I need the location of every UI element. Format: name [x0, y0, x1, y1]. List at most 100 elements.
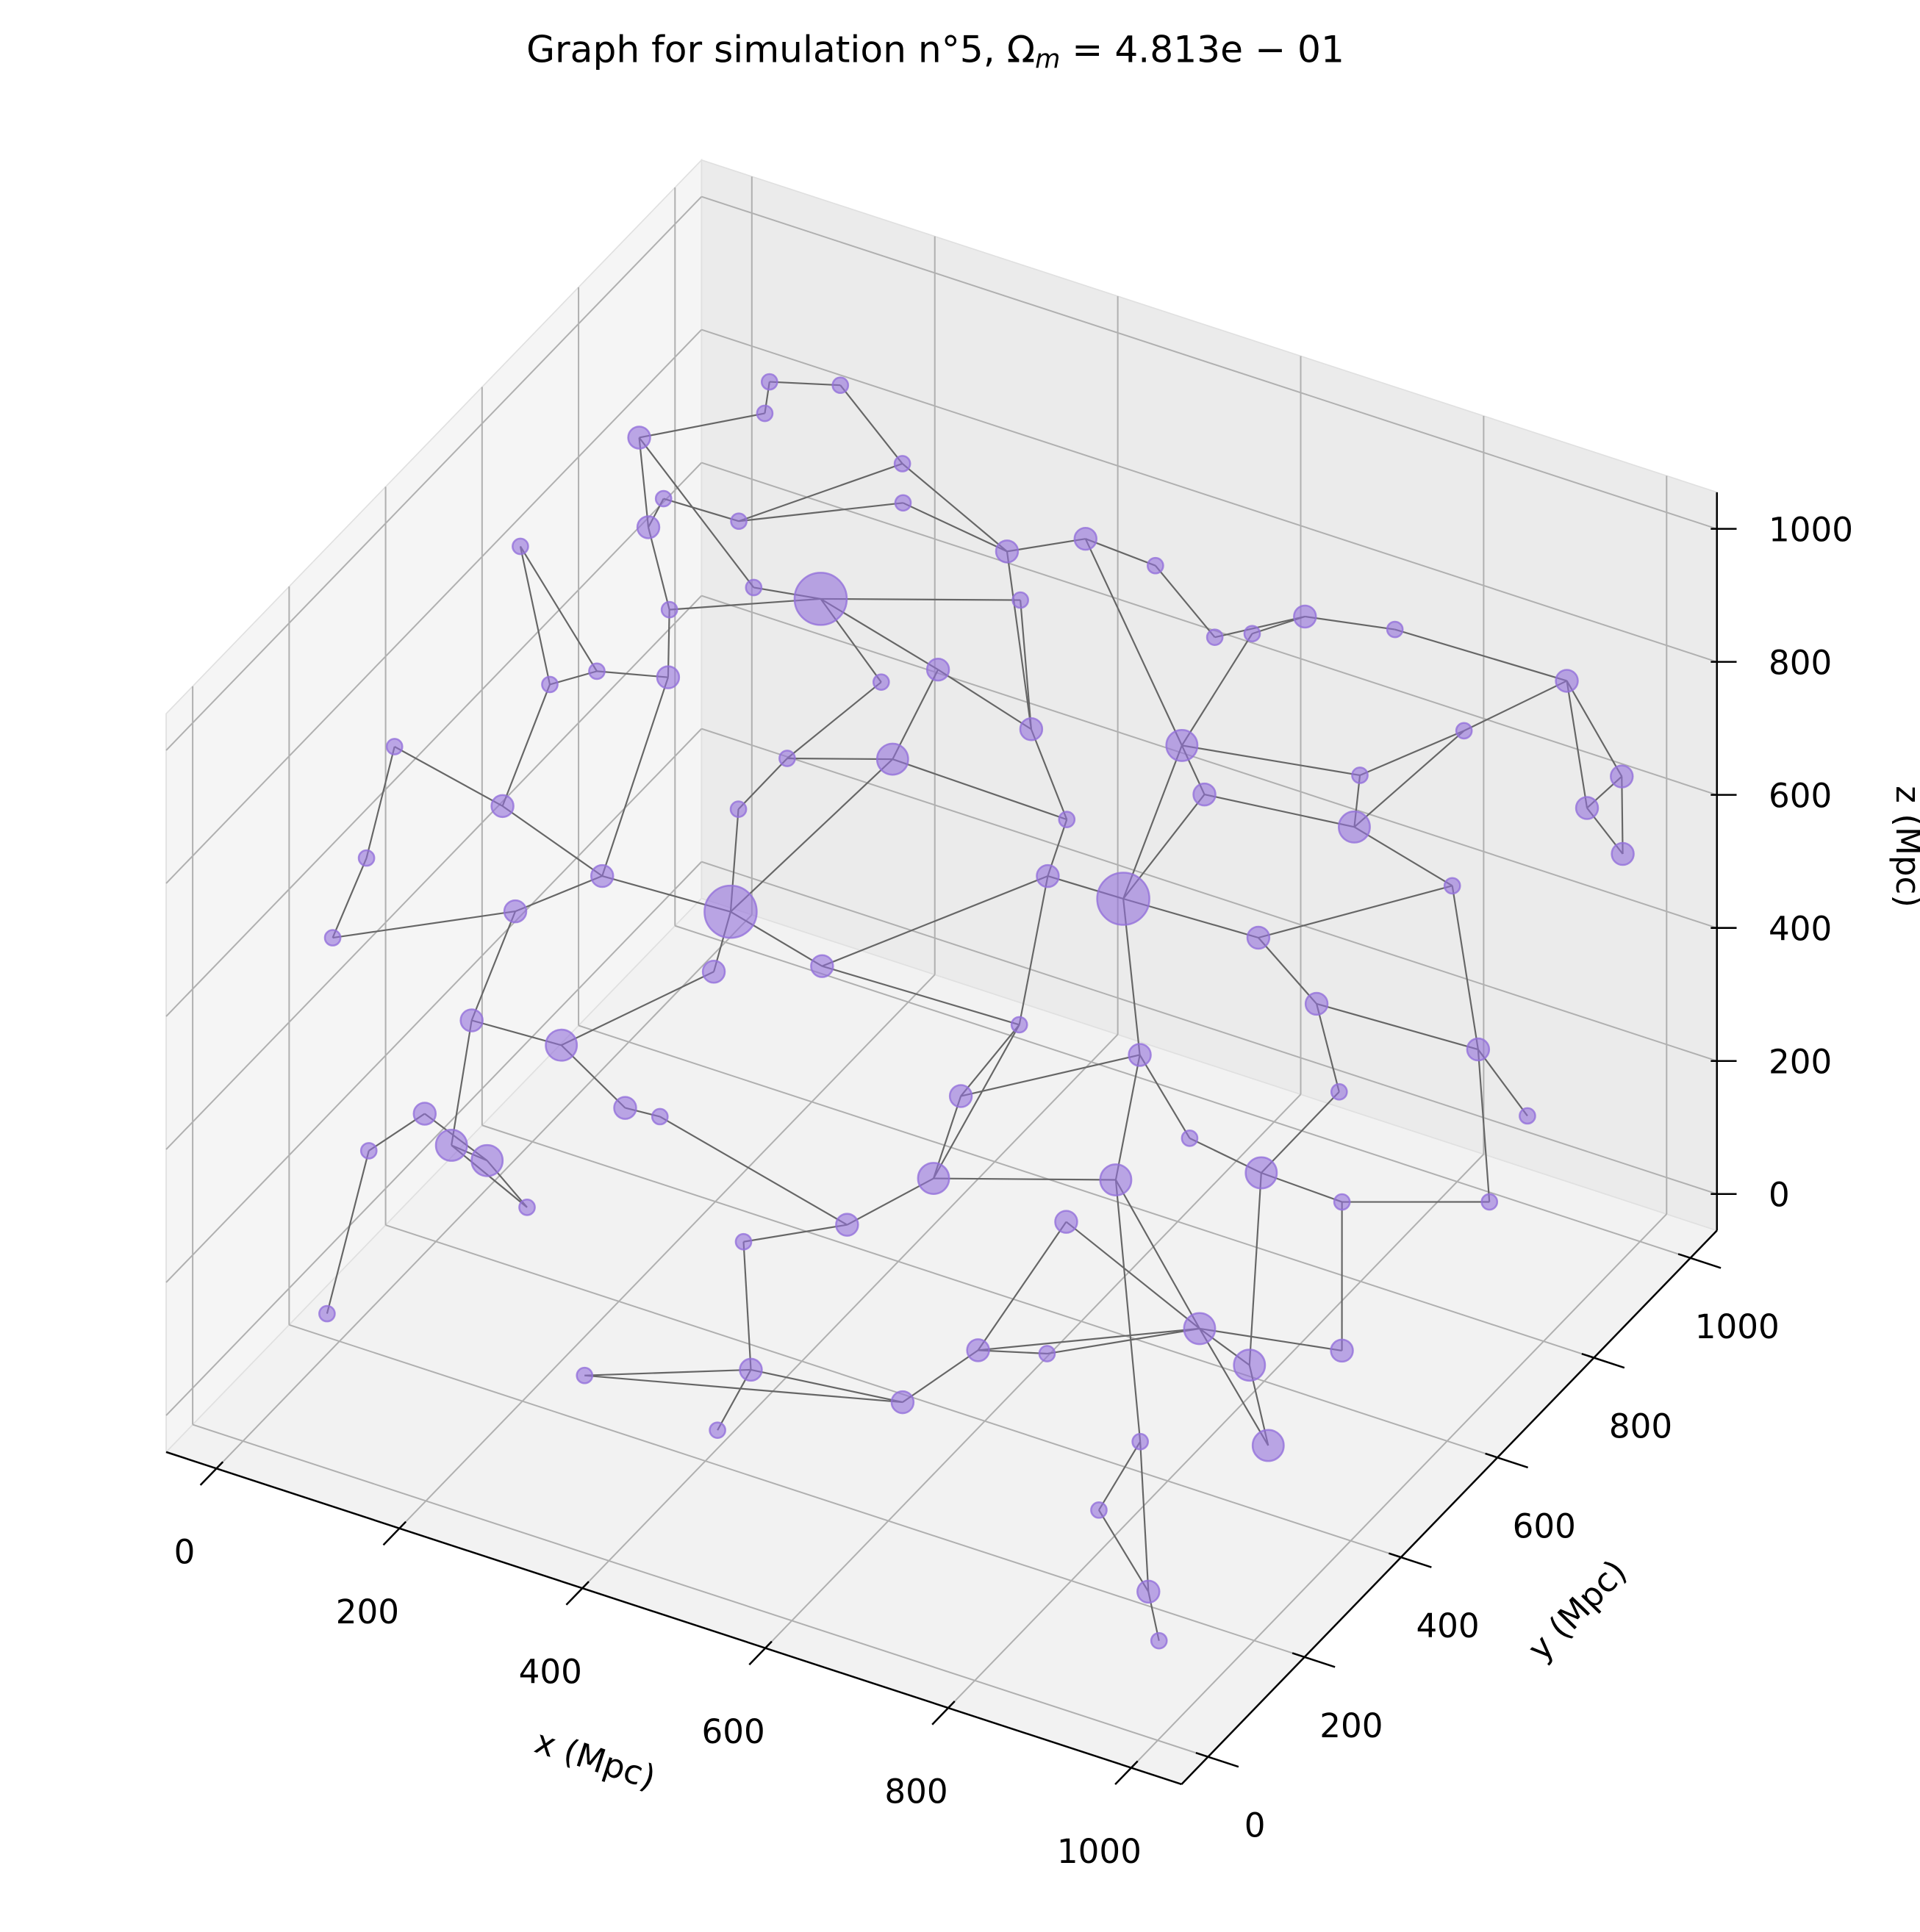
- node: [1243, 625, 1261, 643]
- node: [576, 1366, 594, 1385]
- edge: [1084, 538, 1183, 746]
- edge: [1258, 885, 1453, 939]
- node: [545, 1028, 578, 1062]
- node: [1330, 1082, 1348, 1101]
- title-value: = 4.813e − 01: [1060, 27, 1344, 71]
- edge: [519, 546, 551, 685]
- edge: [1098, 1509, 1150, 1592]
- node: [948, 1084, 973, 1108]
- edge: [1018, 875, 1049, 1025]
- node: [835, 1213, 859, 1237]
- x-tick-mark: [1114, 1760, 1139, 1786]
- edge: [902, 1349, 979, 1403]
- node: [588, 662, 606, 680]
- node: [1136, 1579, 1161, 1604]
- edge: [584, 1374, 903, 1404]
- node: [357, 849, 376, 867]
- x-axis-label: x (Mpc): [530, 1722, 660, 1798]
- node: [1480, 1193, 1499, 1211]
- edge: [960, 1054, 1140, 1097]
- node: [1293, 604, 1317, 629]
- edge: [1305, 615, 1395, 631]
- node: [745, 578, 763, 597]
- node: [1099, 1163, 1133, 1196]
- y-tick-label: 600: [1513, 1507, 1576, 1545]
- edge: [1316, 1002, 1479, 1051]
- nodes: [318, 373, 1635, 1650]
- edge: [639, 412, 765, 439]
- node: [1147, 556, 1164, 575]
- edge: [1199, 1327, 1342, 1351]
- edge: [1155, 565, 1216, 638]
- node: [412, 1102, 437, 1126]
- node: [1206, 628, 1224, 647]
- title-subscript: m: [1035, 44, 1060, 74]
- edge: [1065, 1221, 1200, 1329]
- y-tick-mark: [1195, 1751, 1239, 1768]
- node: [660, 600, 678, 619]
- z-tick-label: 200: [1769, 1043, 1832, 1082]
- node: [793, 572, 848, 626]
- edge: [737, 758, 788, 810]
- edge: [1122, 744, 1183, 899]
- grid-line: [481, 1124, 1498, 1459]
- grid-line: [398, 974, 936, 1529]
- edge: [501, 805, 603, 877]
- grid-line: [581, 1034, 1119, 1589]
- y-tick-mark: [1292, 1652, 1336, 1668]
- node: [1165, 728, 1199, 762]
- x-tick-label: 1000: [1057, 1832, 1142, 1871]
- node: [1338, 810, 1371, 844]
- y-tick-mark: [1485, 1452, 1529, 1469]
- x-tick-label: 200: [336, 1592, 399, 1631]
- edge: [787, 681, 882, 759]
- edge: [1394, 628, 1567, 682]
- grid-line: [1131, 1213, 1668, 1769]
- node: [613, 1096, 637, 1120]
- node: [470, 1143, 504, 1177]
- node: [730, 512, 748, 531]
- edge: [1261, 1091, 1340, 1174]
- edge: [821, 875, 1048, 967]
- grid-line: [948, 1153, 1485, 1709]
- node: [1333, 1193, 1351, 1211]
- node: [1455, 722, 1473, 740]
- edge: [1098, 1441, 1142, 1511]
- grid-line: [192, 1423, 1208, 1758]
- grid-line: [215, 914, 753, 1469]
- edge: [1353, 730, 1465, 828]
- edge: [1204, 794, 1355, 828]
- edge: [1258, 937, 1317, 1005]
- chart-title: Graph for simulation n°5, Ωm = 4.813e − …: [526, 27, 1344, 74]
- edge: [1006, 538, 1086, 553]
- y-tick-label: 800: [1609, 1407, 1672, 1446]
- edge: [1030, 728, 1068, 820]
- edge: [787, 757, 893, 761]
- edge: [601, 677, 669, 877]
- x-tick-label: 0: [174, 1532, 196, 1571]
- x-axis-line: [165, 1451, 1182, 1786]
- grid-line: [701, 595, 1718, 929]
- node: [729, 800, 748, 818]
- edge: [1477, 1049, 1491, 1202]
- z-tick-label: 0: [1769, 1176, 1790, 1215]
- edge: [977, 1221, 1067, 1351]
- edge: [892, 758, 1067, 821]
- node: [1058, 811, 1076, 828]
- grid-line: [165, 328, 703, 884]
- edge: [1181, 633, 1253, 746]
- edge: [839, 384, 903, 464]
- node: [503, 899, 528, 924]
- node: [703, 884, 758, 939]
- title-text: Graph for simulation n°5, Ω: [526, 27, 1035, 71]
- node: [1244, 1156, 1278, 1190]
- y-tick-mark: [1388, 1552, 1432, 1568]
- edge: [1139, 1054, 1191, 1139]
- edge: [561, 971, 714, 1046]
- x-tick-label: 400: [519, 1652, 582, 1691]
- grid-line: [289, 1324, 1305, 1658]
- edge: [332, 858, 368, 938]
- node: [541, 675, 559, 694]
- edge: [1020, 600, 1032, 730]
